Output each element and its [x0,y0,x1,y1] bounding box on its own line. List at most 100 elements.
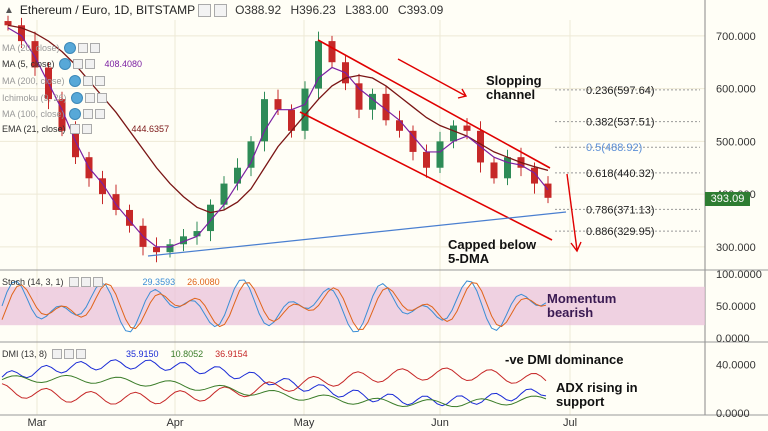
candle-body [31,41,39,68]
channel-lower-line [299,111,553,241]
momentum-line-1: Momentum [547,291,617,306]
candle-body [328,41,336,63]
settings-icon[interactable] [69,124,80,134]
channel-text: Slopping channel [486,73,542,102]
stoch-label: Stoch (14, 3, 1) [2,277,64,287]
last-price-tag: 393.09 [705,192,750,206]
stoch-band [0,286,705,326]
momentum-annotation: Momentum bearish [547,292,616,320]
adx-line-2: support [556,394,605,409]
collapse-icon[interactable]: ▲ [4,4,14,16]
eye-icon[interactable] [68,75,81,87]
stoch-legend[interactable]: Stoch (14, 3, 1) 29.3593 26.0080 [2,277,220,287]
dmi-plus-value: 35.9150 [126,349,159,359]
close-icon[interactable] [84,59,95,69]
settings-icon[interactable] [72,59,83,69]
close-icon[interactable] [94,76,105,86]
candle-body [4,21,12,26]
eye-icon[interactable] [58,58,71,70]
settings-icon[interactable] [82,76,93,86]
down-arrow-head [570,241,582,253]
candle-body [463,125,471,131]
close-icon[interactable] [76,349,87,359]
low-value: L383.00 [345,3,389,17]
capped-line-2: 5-DMA [448,251,490,266]
settings-icon[interactable] [84,93,95,103]
indicator-label: MA (100, close) [2,109,65,119]
indicator-ma100[interactable]: MA (100, close) [2,108,105,120]
eye-toggle-icon[interactable] [198,3,212,17]
adx-line [1,374,547,408]
eye-icon[interactable] [63,42,76,54]
candle-body [369,93,376,110]
fib-level-label: 0.5(488.92) [586,142,642,154]
eye-icon[interactable] [68,277,79,287]
candle-body [72,130,79,158]
price-tick-label: 300.000 [716,242,756,254]
candle-body [301,88,309,131]
eye-icon[interactable] [68,108,81,120]
ma5-line [7,27,549,248]
time-tick-label: Jun [431,417,449,429]
dmi-legend[interactable]: DMI (13, 8) 35.9150 10.8052 36.9154 [2,349,248,359]
dmi-label: DMI (13, 8) [2,349,48,359]
candle-body [99,178,106,195]
candle-body [126,209,133,226]
high-value: H396.23 [290,3,336,17]
adx-line-1: ADX rising in [556,380,638,395]
indicator-ma20[interactable]: MA (20, close) [2,42,100,54]
eye-icon[interactable] [52,349,63,359]
stoch-tick-label: 50.0000 [716,301,756,313]
dmi-text: -ve DMI dominance [505,352,624,367]
close-icon[interactable] [96,93,107,103]
chart-header: ▲ Ethereum / Euro, 1D, BITSTAMP O388.92 … [0,0,449,20]
candle-body [18,25,25,42]
time-tick-label: Apr [166,417,183,429]
dmi-tick-label: 40.0000 [716,359,756,371]
close-icon[interactable] [92,277,103,287]
settings-icon[interactable] [64,349,75,359]
price-tick-label: 600.000 [716,84,756,96]
candle-body [504,157,511,179]
ohlc-values: O388.92 H396.23 L383.00 C393.09 [235,3,449,17]
close-icon[interactable] [94,109,105,119]
candle-body [544,183,552,198]
candle-body [355,83,363,110]
settings-icon[interactable] [214,3,228,17]
candle-body [247,141,255,168]
adx-annotation: ADX rising in support [556,381,638,409]
dmi-adx-value: 10.8052 [170,349,204,359]
eye-icon[interactable] [70,92,83,104]
candle-body [436,141,444,168]
indicator-ema21[interactable]: EMA (21, close) 444.6357 [2,124,169,134]
candle-body [288,109,295,131]
settings-icon[interactable] [82,109,93,119]
candle-body [315,41,322,89]
candle-body [220,183,228,205]
dmi-plus-line [1,359,547,407]
candle-body [396,120,403,131]
channel-arrow-head [457,88,468,99]
indicator-ma200[interactable]: MA (200, close) [2,75,105,87]
fib-level-label: 0.786(371.13) [586,204,655,216]
settings-icon[interactable] [80,277,91,287]
indicator-ichimoku[interactable]: Ichimoku (9, 26) [2,92,107,104]
settings-icon[interactable] [77,43,88,53]
candle-body [382,93,390,121]
indicator-ma5[interactable]: MA (5, close) 408.4080 [2,58,142,70]
capped-annotation: Capped below 5-DMA [448,238,536,266]
close-icon[interactable] [89,43,100,53]
candle-body [166,244,174,253]
stoch-d-line [1,282,547,330]
indicator-label: MA (5, close) [2,59,55,69]
time-tick-label: Jul [563,417,577,429]
close-value: C393.09 [397,3,444,17]
time-tick-label: Mar [28,417,47,429]
candle-body [274,99,282,110]
dmi-tick-label: 0.0000 [716,408,750,420]
close-icon[interactable] [81,124,92,134]
candle-body [234,167,241,184]
stoch-k-value: 29.3593 [142,277,176,287]
candle-body [58,99,66,131]
